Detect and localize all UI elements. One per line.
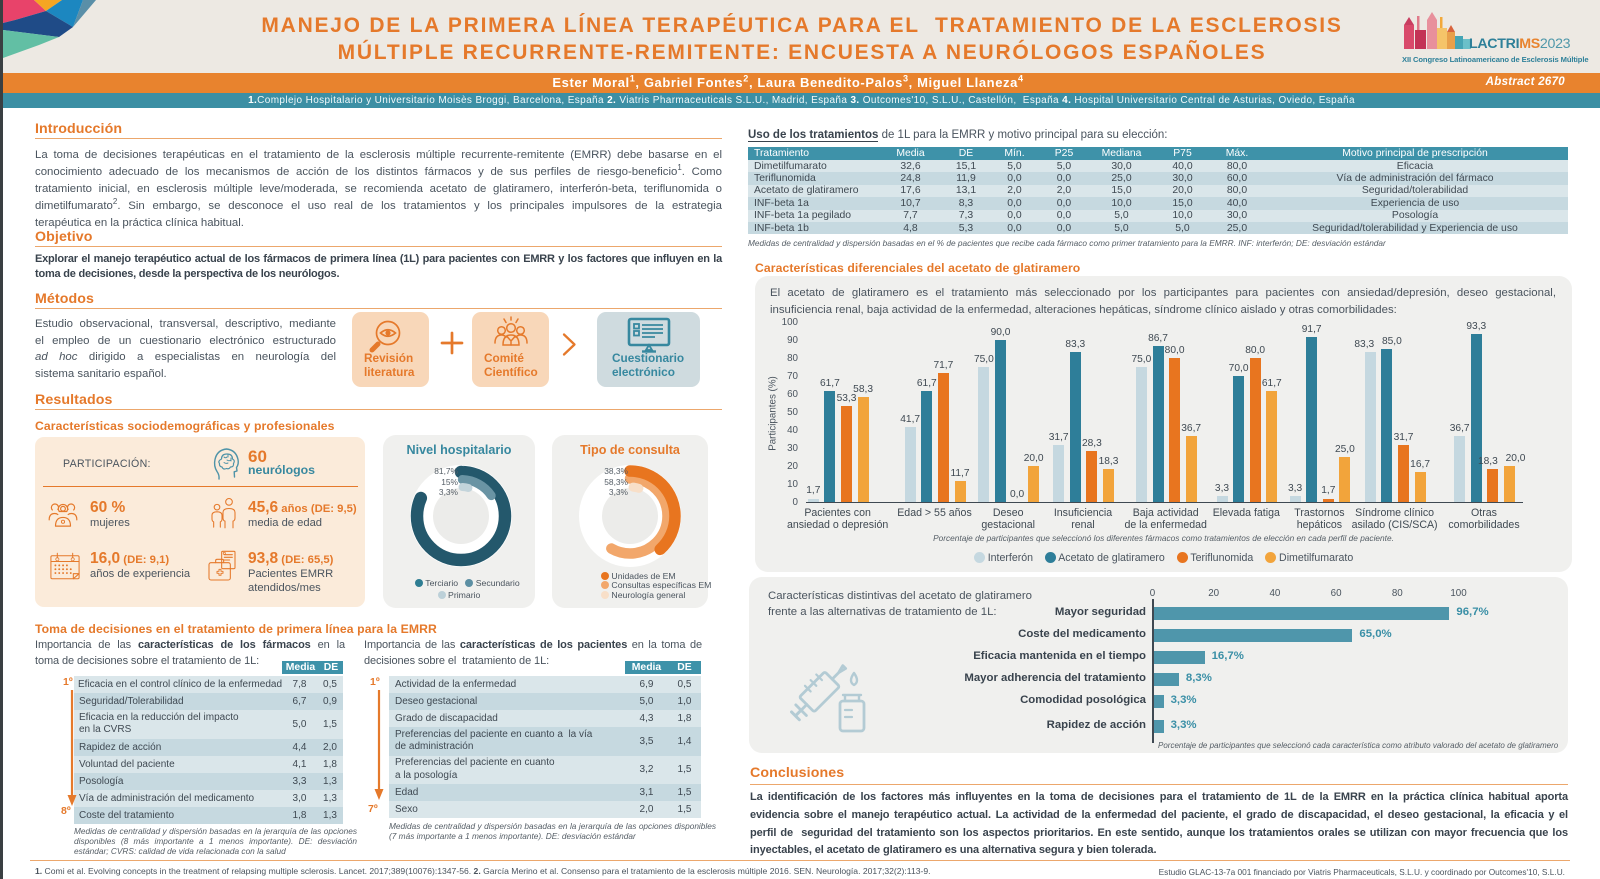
svg-text:LACTRIMS2023: LACTRIMS2023 xyxy=(1469,36,1571,52)
